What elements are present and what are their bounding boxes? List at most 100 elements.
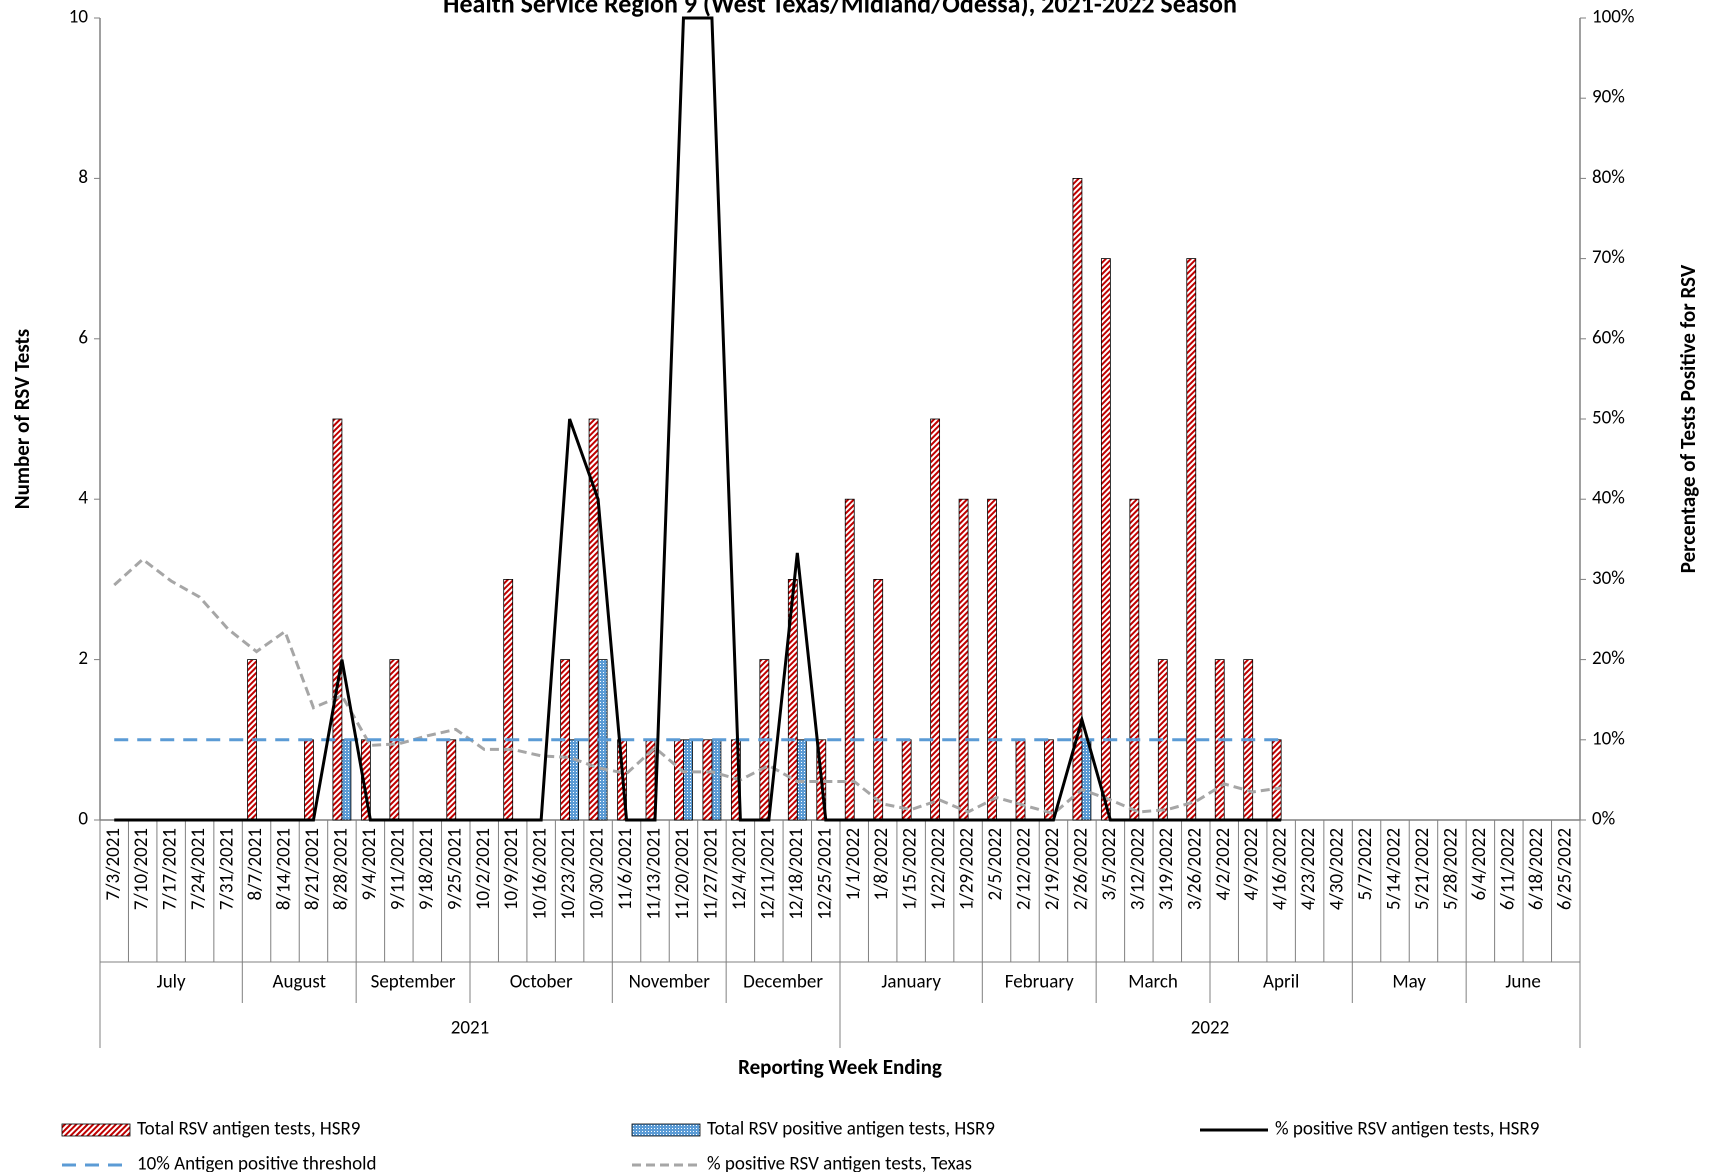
x-tick-label: 10/16/2021 (529, 828, 552, 920)
x-tick-label: 12/11/2021 (756, 828, 779, 920)
x-tick-label: 7/10/2021 (130, 828, 153, 910)
legend-swatch (631, 1123, 701, 1137)
bar (796, 739, 807, 821)
x-tick-label: 8/7/2021 (244, 828, 267, 900)
x-tick-label: 4/23/2022 (1297, 828, 1320, 910)
y2-tick-label: 90% (1592, 86, 1625, 109)
bar (1129, 498, 1140, 821)
month-label: February (1005, 971, 1074, 994)
y2-tick-label: 50% (1592, 407, 1625, 430)
y-tick-label: 0 (78, 808, 88, 831)
x-tick-label: 3/5/2022 (1098, 828, 1121, 900)
legend-label: % positive RSV antigen tests, Texas (707, 1153, 972, 1172)
x-tick-label: 12/25/2021 (813, 828, 836, 920)
x-tick-label: 6/18/2022 (1525, 828, 1548, 910)
bar (1100, 258, 1111, 821)
month-label: December (743, 971, 823, 994)
y-tick-label: 6 (78, 326, 88, 349)
x-tick-label: 2/12/2022 (1013, 828, 1036, 910)
x-axis-title: Reporting Week Ending (738, 1054, 942, 1080)
legend-label: % positive RSV antigen tests, HSR9 (1275, 1118, 1539, 1141)
x-tick-label: 9/18/2021 (415, 828, 438, 910)
bar (1186, 258, 1197, 821)
bar (1015, 739, 1026, 821)
x-tick-label: 6/4/2022 (1468, 828, 1491, 900)
y2-tick-label: 100% (1592, 6, 1634, 29)
y2-tick-label: 0% (1592, 808, 1615, 831)
x-tick-label: 10/23/2021 (557, 828, 580, 920)
y2-tick-label: 20% (1592, 647, 1625, 670)
x-tick-label: 7/31/2021 (216, 828, 239, 910)
bar (304, 739, 314, 821)
x-tick-label: 3/12/2022 (1126, 828, 1149, 910)
x-tick-label: 1/15/2022 (899, 828, 922, 910)
x-tick-label: 2/19/2022 (1041, 828, 1064, 910)
month-label: May (1392, 971, 1426, 994)
bar (674, 739, 684, 821)
x-tick-label: 11/6/2021 (614, 828, 637, 910)
bar (1072, 177, 1083, 821)
x-tick-label: 1/22/2022 (927, 828, 950, 910)
x-tick-label: 7/24/2021 (187, 828, 210, 910)
chart-title: Health Service Region 9 (West Texas/Midl… (443, 0, 1237, 19)
bar (588, 418, 599, 821)
bar (332, 418, 343, 821)
x-tick-label: 9/11/2021 (386, 828, 409, 910)
x-tick-label: 8/28/2021 (329, 828, 352, 910)
x-tick-label: 6/11/2022 (1496, 828, 1519, 910)
x-tick-label: 9/25/2021 (443, 828, 466, 910)
x-tick-label: 3/19/2022 (1155, 828, 1178, 910)
bar (987, 498, 997, 821)
month-label: January (881, 971, 941, 994)
bar (711, 739, 722, 821)
y2-tick-label: 70% (1592, 246, 1625, 269)
bar (503, 579, 514, 821)
legend-label: Total RSV antigen tests, HSR9 (137, 1118, 360, 1141)
y-axis-title: Number of RSV Tests (9, 329, 35, 509)
x-tick-label: 2/26/2022 (1069, 828, 1092, 910)
y2-tick-label: 30% (1592, 567, 1625, 590)
bar (683, 739, 693, 821)
x-tick-label: 1/29/2022 (956, 828, 979, 910)
x-tick-label: 5/28/2022 (1439, 828, 1462, 910)
x-tick-label: 8/14/2021 (273, 828, 296, 910)
x-tick-label: 11/27/2021 (699, 828, 722, 920)
month-label: November (629, 971, 711, 994)
line (114, 16, 1282, 822)
x-tick-label: 8/21/2021 (301, 828, 324, 910)
legend-label: Total RSV positive antigen tests, HSR9 (707, 1118, 995, 1141)
legend-label: 10% Antigen positive threshold (137, 1153, 377, 1172)
y-tick-label: 4 (78, 487, 88, 510)
month-label: March (1128, 971, 1178, 994)
x-tick-label: 7/17/2021 (159, 828, 182, 910)
y2-axis-title: Percentage of Tests Positive for RSV (1675, 264, 1701, 573)
month-label: April (1263, 971, 1299, 994)
bar (446, 739, 457, 821)
month-label: September (371, 971, 456, 994)
x-tick-label: 1/8/2022 (870, 828, 893, 900)
y-tick-label: 2 (78, 647, 88, 670)
month-label: August (272, 971, 326, 994)
bar (569, 739, 580, 821)
x-tick-label: 11/13/2021 (643, 828, 666, 920)
x-tick-label: 5/21/2022 (1411, 828, 1434, 910)
y-tick-label: 8 (78, 166, 88, 189)
bar (1271, 739, 1282, 821)
x-tick-label: 10/9/2021 (500, 828, 523, 910)
bar (787, 579, 798, 821)
x-tick-label: 2/5/2022 (984, 828, 1007, 900)
y2-tick-label: 80% (1592, 166, 1625, 189)
x-tick-label: 10/2/2021 (472, 828, 495, 910)
legend-swatch (61, 1123, 131, 1137)
x-tick-label: 3/26/2022 (1183, 828, 1206, 910)
bar (844, 498, 855, 821)
line (113, 557, 1282, 816)
bar (958, 498, 969, 821)
bar (930, 418, 941, 821)
x-tick-label: 5/7/2022 (1354, 828, 1377, 900)
x-tick-label: 7/3/2021 (102, 828, 125, 900)
x-tick-label: 12/18/2021 (785, 828, 808, 920)
year-label: 2022 (1191, 1017, 1230, 1040)
x-tick-label: 5/14/2022 (1383, 828, 1406, 910)
